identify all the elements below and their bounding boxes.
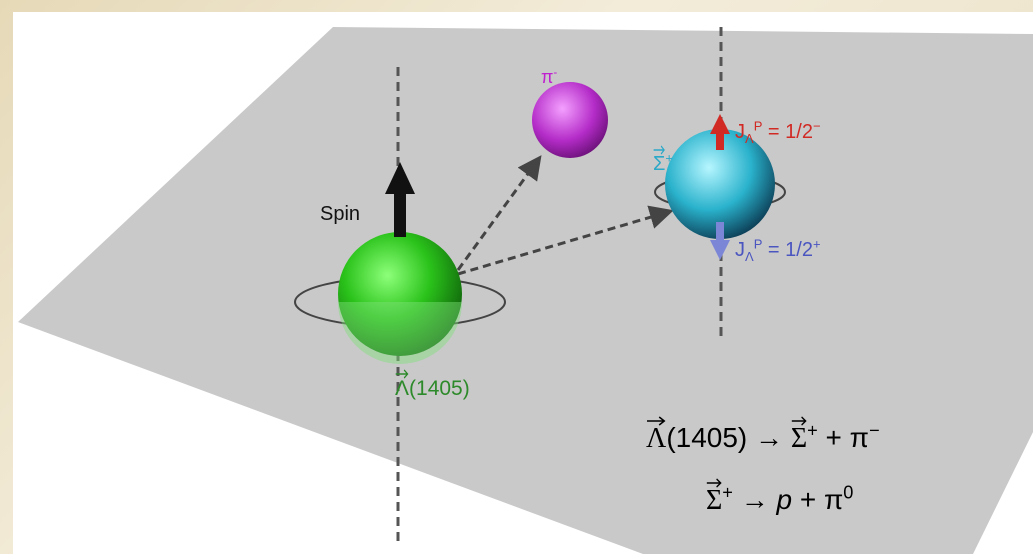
- equation: Σ+ → p + π0: [706, 486, 853, 515]
- text: p: [776, 484, 792, 515]
- pi-label: π-: [541, 68, 557, 86]
- text: J: [735, 121, 745, 143]
- text: Λ: [646, 423, 666, 454]
- text: = 1/2: [762, 239, 813, 261]
- text: Σ: [791, 423, 807, 454]
- panel: Spin π- Σ+ JΛP = 1/2− JΛP = 1/2+ Λ(1405)…: [13, 12, 1033, 554]
- sigma-label: Σ+: [653, 154, 673, 174]
- text: −: [869, 421, 880, 441]
- text: +: [807, 421, 818, 441]
- text: Σ: [653, 153, 665, 175]
- text: (1405): [409, 377, 470, 400]
- text: Σ: [706, 485, 722, 516]
- scene: [13, 12, 1033, 554]
- page: Spin π- Σ+ JΛP = 1/2− JΛP = 1/2+ Λ(1405)…: [0, 0, 1033, 554]
- j-plus-label: JΛP = 1/2+: [735, 240, 821, 260]
- text: −: [813, 118, 821, 133]
- lambda-label: Λ(1405): [395, 378, 470, 399]
- text: +: [665, 150, 673, 165]
- spin-down: [716, 222, 724, 242]
- text: +: [722, 483, 733, 503]
- pi-sphere: [532, 82, 608, 158]
- text: J: [735, 239, 745, 261]
- text: = 1/2: [762, 121, 813, 143]
- text: + π: [792, 484, 843, 515]
- spin-label: Spin: [320, 204, 360, 224]
- text: Λ: [745, 249, 754, 264]
- text: -: [553, 66, 557, 79]
- text: π: [541, 67, 553, 87]
- text: (1405) →: [666, 422, 791, 453]
- spin-arrow: [394, 187, 406, 237]
- text: 0: [843, 483, 853, 503]
- j-minus-label: JΛP = 1/2−: [735, 122, 821, 142]
- text: +: [813, 236, 821, 251]
- equation: Λ(1405) → Σ+ + π−: [646, 424, 880, 453]
- plane: [18, 27, 1033, 554]
- text: Λ: [395, 377, 409, 400]
- text: Λ: [745, 131, 754, 146]
- text: →: [733, 484, 777, 515]
- text: + π: [818, 422, 869, 453]
